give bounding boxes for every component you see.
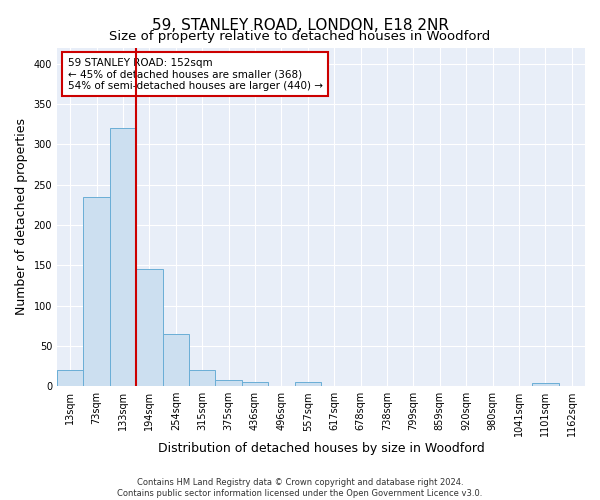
Text: 59 STANLEY ROAD: 152sqm
← 45% of detached houses are smaller (368)
54% of semi-d: 59 STANLEY ROAD: 152sqm ← 45% of detache… bbox=[68, 58, 323, 91]
Bar bbox=[110, 128, 136, 386]
Bar bbox=[242, 382, 268, 386]
Bar bbox=[57, 370, 83, 386]
Text: Size of property relative to detached houses in Woodford: Size of property relative to detached ho… bbox=[109, 30, 491, 43]
Bar bbox=[215, 380, 242, 386]
Bar bbox=[532, 383, 559, 386]
Bar bbox=[295, 382, 321, 386]
Text: 59, STANLEY ROAD, LONDON, E18 2NR: 59, STANLEY ROAD, LONDON, E18 2NR bbox=[151, 18, 449, 32]
Text: Contains HM Land Registry data © Crown copyright and database right 2024.
Contai: Contains HM Land Registry data © Crown c… bbox=[118, 478, 482, 498]
Bar bbox=[163, 334, 189, 386]
Bar bbox=[136, 270, 163, 386]
X-axis label: Distribution of detached houses by size in Woodford: Distribution of detached houses by size … bbox=[158, 442, 484, 455]
Y-axis label: Number of detached properties: Number of detached properties bbox=[15, 118, 28, 316]
Bar bbox=[189, 370, 215, 386]
Bar bbox=[83, 196, 110, 386]
